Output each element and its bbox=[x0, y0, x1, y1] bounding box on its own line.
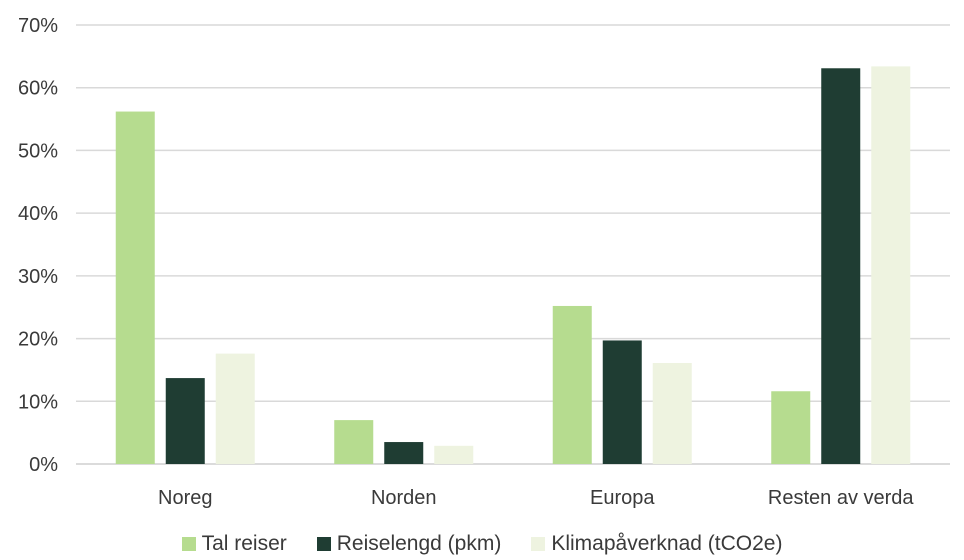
legend-label-reiselengd: Reiselengd (pkm) bbox=[336, 532, 502, 555]
bar-norden-series-0 bbox=[334, 420, 374, 464]
x-tick-label: Norden bbox=[371, 487, 437, 509]
y-tick-label: 0% bbox=[29, 454, 58, 476]
y-tick-label: 40% bbox=[18, 203, 58, 225]
y-tick-label: 30% bbox=[18, 266, 58, 288]
legend-swatch-tal-reiser bbox=[181, 537, 196, 551]
bar-europa-series-1 bbox=[602, 340, 642, 464]
bar-europa-series-2 bbox=[652, 363, 692, 464]
x-axis-tick-labels: Noreg Norden Europa Resten av verda bbox=[158, 487, 914, 509]
bar-resten-av-verda-series-0 bbox=[771, 391, 811, 464]
y-tick-label: 10% bbox=[18, 391, 58, 413]
y-tick-label: 70% bbox=[18, 15, 58, 37]
x-tick-label: Europa bbox=[590, 487, 655, 509]
bar-noreg-series-0 bbox=[115, 111, 155, 464]
bar-chart: 0% 10% 20% 30% 40% 50% 60% 70% Noreg Norden Europ… bbox=[18, 15, 950, 509]
bar-resten-av-verda-series-2 bbox=[871, 66, 911, 465]
x-tick-label: Noreg bbox=[158, 487, 212, 509]
legend-label-klimapaverknad: Klimapåverknad (tCO2e) bbox=[551, 532, 783, 555]
legend-swatch-klimapaverknad bbox=[531, 537, 546, 551]
gridlines bbox=[76, 24, 950, 465]
y-tick-label: 60% bbox=[18, 78, 58, 100]
bar-resten-av-verda-series-1 bbox=[821, 68, 861, 464]
y-tick-label: 50% bbox=[18, 140, 58, 162]
bars bbox=[115, 66, 911, 465]
bar-noreg-series-2 bbox=[215, 353, 255, 464]
y-tick-label: 20% bbox=[18, 329, 58, 351]
legend-item-klimapaverknad: Klimapåverknad (tCO2e) bbox=[531, 532, 782, 556]
bar-norden-series-1 bbox=[384, 442, 424, 464]
legend-item-reiselengd: Reiselengd (pkm) bbox=[316, 532, 502, 556]
legend-label-tal-reiser: Tal reiser bbox=[201, 532, 287, 555]
bar-europa-series-0 bbox=[552, 305, 592, 464]
y-axis-tick-labels: 0% 10% 20% 30% 40% 50% 60% 70% bbox=[18, 15, 58, 476]
legend: Tal reiser Reiselengd (pkm) Klimapåverkn… bbox=[0, 532, 964, 556]
bar-noreg-series-1 bbox=[165, 378, 205, 464]
legend-item-tal-reiser: Tal reiser bbox=[181, 532, 287, 556]
legend-swatch-reiselengd bbox=[316, 537, 331, 551]
x-tick-label: Resten av verda bbox=[768, 487, 915, 509]
bar-norden-series-2 bbox=[434, 445, 474, 464]
